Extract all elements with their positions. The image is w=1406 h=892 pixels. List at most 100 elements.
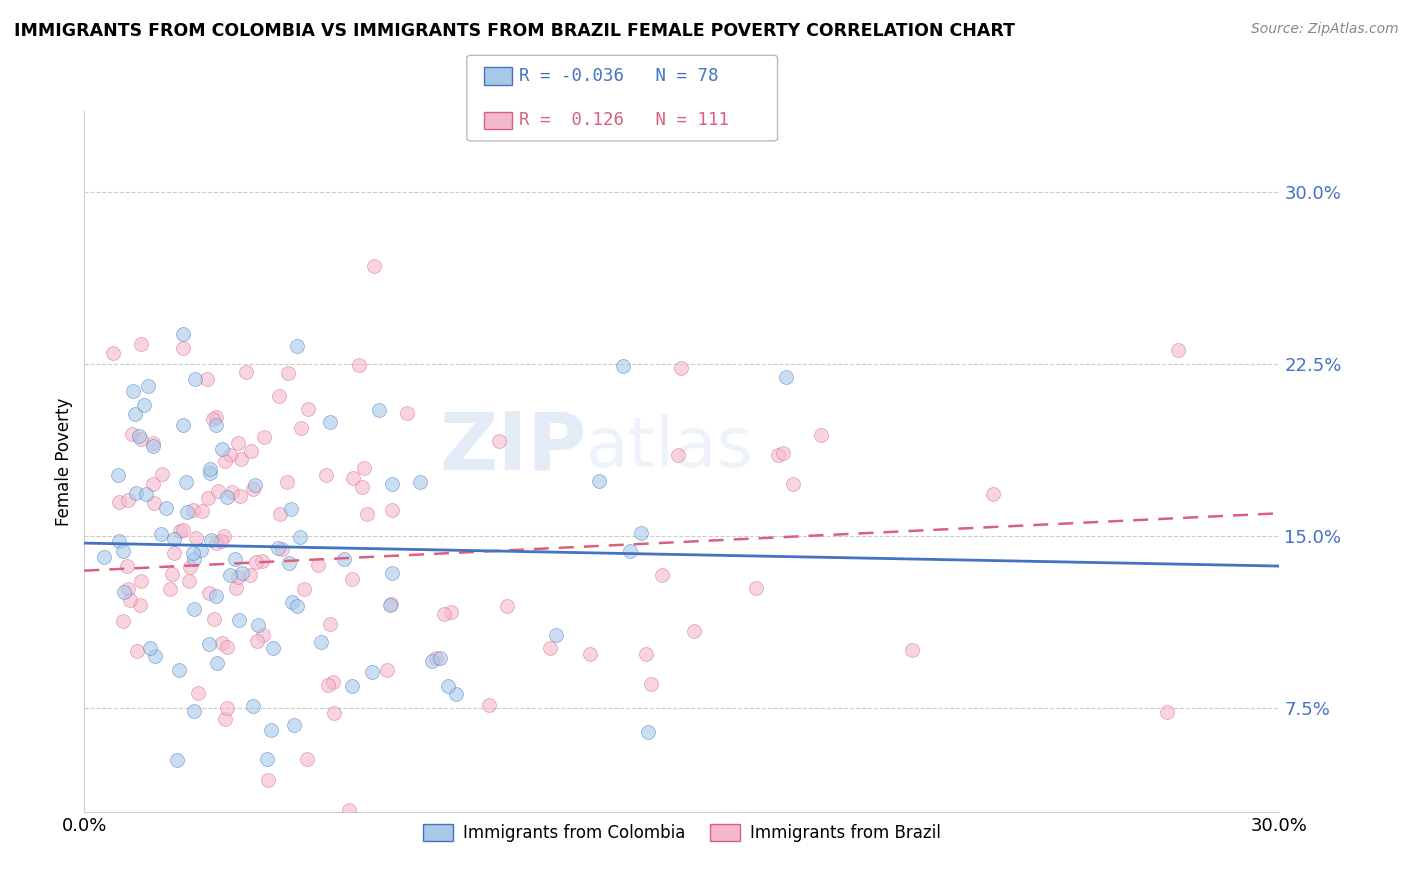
Point	[285, 599, 308, 613]
Point	[488, 434, 510, 449]
Point	[322, 675, 344, 690]
Point	[139, 640, 162, 655]
Point	[246, 633, 269, 648]
Point	[285, 339, 308, 353]
Point	[217, 640, 239, 655]
Point	[209, 534, 232, 549]
Point	[93, 549, 115, 564]
Point	[250, 554, 273, 568]
Point	[166, 753, 188, 767]
Point	[172, 341, 194, 355]
Point	[772, 446, 794, 460]
Point	[122, 384, 145, 398]
Point	[143, 649, 166, 664]
Point	[651, 568, 673, 582]
Point	[218, 448, 240, 462]
Point	[107, 467, 129, 482]
Point	[150, 526, 173, 541]
Point	[101, 346, 124, 360]
Point	[183, 705, 205, 719]
Point	[242, 482, 264, 496]
Point	[288, 530, 311, 544]
Point	[197, 491, 219, 505]
Text: ZIP: ZIP	[439, 409, 586, 487]
Point	[253, 430, 276, 444]
Point	[256, 752, 278, 766]
Point	[782, 477, 804, 491]
Point	[239, 443, 262, 458]
Point	[225, 581, 247, 595]
Point	[316, 678, 339, 692]
Point	[579, 648, 602, 662]
Point	[207, 484, 229, 499]
Point	[588, 474, 610, 488]
Point	[108, 533, 131, 548]
Point	[172, 417, 194, 432]
Point	[215, 700, 238, 714]
Point	[433, 607, 456, 621]
Point	[420, 654, 443, 668]
Point	[267, 541, 290, 555]
Point	[235, 364, 257, 378]
Point	[278, 556, 301, 570]
Point	[163, 532, 186, 546]
Point	[177, 574, 200, 589]
Point	[226, 436, 249, 450]
Point	[174, 475, 197, 490]
Point	[124, 407, 146, 421]
Point	[352, 480, 374, 494]
Point	[135, 487, 157, 501]
Point	[195, 372, 218, 386]
Point	[198, 466, 221, 480]
Point	[114, 585, 136, 599]
Point	[292, 582, 315, 596]
Point	[183, 601, 205, 615]
Point	[381, 566, 404, 581]
Point	[260, 723, 283, 737]
Point	[172, 326, 194, 341]
Point	[323, 706, 346, 720]
Point	[221, 485, 243, 500]
Point	[200, 533, 222, 548]
Point	[349, 358, 371, 372]
Point	[315, 467, 337, 482]
Text: atlas: atlas	[586, 414, 754, 481]
Point	[640, 677, 662, 691]
Point	[318, 616, 340, 631]
Point	[121, 427, 143, 442]
Point	[211, 442, 233, 456]
Point	[191, 503, 214, 517]
Point	[311, 635, 333, 649]
Point	[172, 523, 194, 537]
Point	[353, 460, 375, 475]
Point	[290, 421, 312, 435]
Point	[215, 490, 238, 504]
Point	[775, 369, 797, 384]
Point	[380, 597, 402, 611]
Point	[280, 502, 302, 516]
Point	[155, 501, 177, 516]
Point	[342, 471, 364, 485]
Point	[214, 454, 236, 468]
Point	[117, 492, 139, 507]
Point	[612, 359, 634, 373]
Point	[214, 713, 236, 727]
Point	[381, 503, 404, 517]
Text: Source: ZipAtlas.com: Source: ZipAtlas.com	[1251, 22, 1399, 37]
Point	[440, 605, 463, 619]
Point	[226, 570, 249, 584]
Point	[162, 566, 184, 581]
Point	[136, 378, 159, 392]
Point	[544, 628, 567, 642]
Point	[478, 698, 501, 713]
Point	[190, 543, 212, 558]
Point	[129, 337, 152, 351]
Point	[337, 803, 360, 817]
Point	[218, 568, 240, 582]
Point	[340, 572, 363, 586]
Legend: Immigrants from Colombia, Immigrants from Brazil: Immigrants from Colombia, Immigrants fro…	[416, 817, 948, 849]
Point	[239, 568, 262, 582]
Point	[1166, 343, 1188, 358]
Point	[211, 636, 233, 650]
Point	[242, 699, 264, 714]
